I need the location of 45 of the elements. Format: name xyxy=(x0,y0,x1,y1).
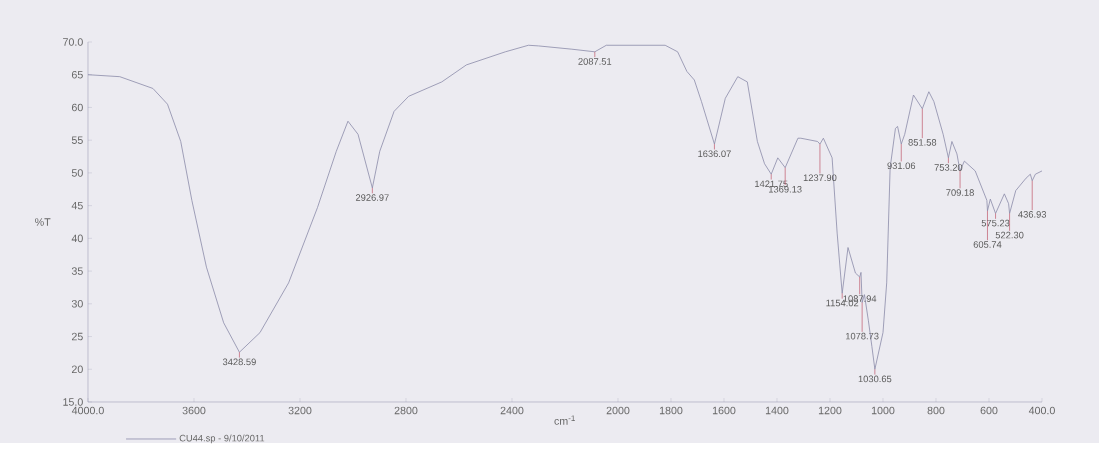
x-tick-label: 800 xyxy=(927,406,945,415)
x-tick-label: 2800 xyxy=(394,406,418,415)
annotation: 1030.65 xyxy=(858,375,892,383)
x-tick-label: 1800 xyxy=(659,406,683,415)
x-tick-label: 1000 xyxy=(871,406,895,415)
annotation: 436.93 xyxy=(1018,211,1047,218)
annotation: 1078.73 xyxy=(845,333,879,340)
y-tick-label: 65 xyxy=(71,71,83,79)
y-tick-label: 45 xyxy=(71,202,83,210)
annotation: 2087.51 xyxy=(578,58,612,65)
y-tick-label: 15.0 xyxy=(63,398,83,406)
y-tick-label: 55 xyxy=(71,136,83,145)
x-axis-title: cm$^{-1}$ xyxy=(554,415,575,425)
x-tick-label: 1200 xyxy=(818,406,842,415)
y-tick-label: 70.0 xyxy=(63,38,83,46)
x-tick-label: 2400 xyxy=(500,406,524,415)
y-tick-label: 40 xyxy=(71,234,83,243)
annotation: 851.58 xyxy=(908,139,937,146)
y-axis-title: %T xyxy=(35,218,51,226)
x-tick-label: 600 xyxy=(980,406,998,415)
annotation: 522.30 xyxy=(995,231,1024,239)
x-tick-label: 4000.0 xyxy=(71,406,104,415)
y-tick-label: 20 xyxy=(71,365,83,374)
x-tick-label: 2000 xyxy=(606,406,630,415)
y-tick-label: 60 xyxy=(71,103,83,112)
annotation: 931.06 xyxy=(887,162,916,170)
y-tick-label: 50 xyxy=(71,169,83,177)
annotation: 1636.07 xyxy=(698,150,731,158)
text: CU44.sp - 9/10/2011 xyxy=(179,434,265,444)
annotation: 2926.97 xyxy=(355,194,389,202)
x-tick-label: 1600 xyxy=(712,406,736,415)
x-tick-label: 3600 xyxy=(182,406,206,415)
y-tick-label: 35 xyxy=(71,267,83,276)
x-tick-label: 400.0 xyxy=(1028,406,1055,415)
annotation: 1237.90 xyxy=(803,174,837,182)
annotation: 709.18 xyxy=(946,189,974,197)
x-tick-label: 3200 xyxy=(288,406,312,415)
annotation: 753.20 xyxy=(934,164,963,171)
annotation: 3428.59 xyxy=(222,358,256,366)
annotation: 605.74 xyxy=(973,241,1002,248)
annotation: 1369.13 xyxy=(769,186,802,193)
annotation: 1421.75 xyxy=(755,180,788,188)
x-tick-label: 1400 xyxy=(765,406,789,415)
y-tick-label: 25 xyxy=(71,332,83,341)
y-tick-label: 30 xyxy=(71,300,83,308)
